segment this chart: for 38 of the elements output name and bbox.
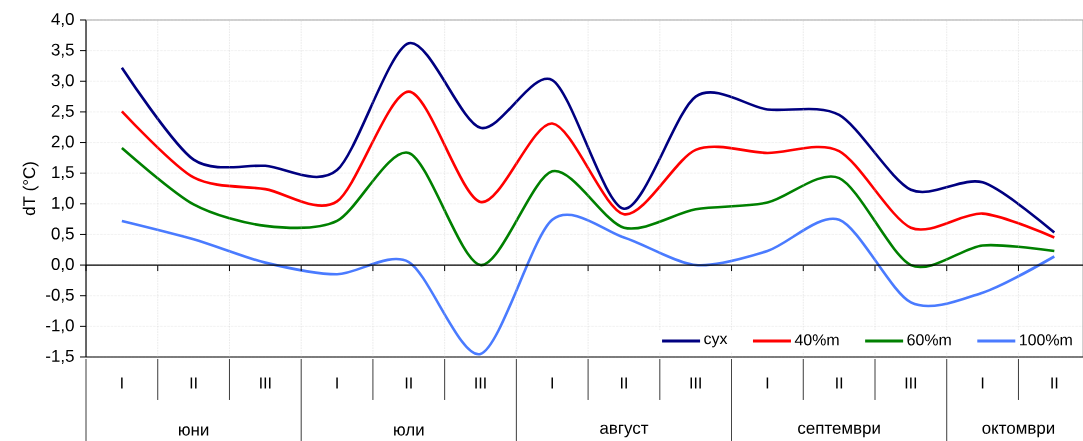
y-tick-label: 0,5 [51, 227, 74, 242]
x-tick-label: I [766, 377, 769, 389]
y-tick-label: 0,0 [51, 258, 74, 273]
x-tick-label: III [690, 377, 701, 389]
x-tick-label: I [551, 377, 553, 389]
x-tick-label: II [621, 377, 627, 389]
y-axis-title: dT (°C) [22, 162, 39, 216]
y-tick-label: 2,5 [51, 104, 74, 119]
x-tick-label: II [405, 377, 412, 389]
text: юли [394, 426, 424, 436]
x-tick-label: I [121, 377, 123, 389]
y-tick-label: 3,0 [51, 74, 74, 89]
text: октомври [982, 424, 1055, 438]
y-tick-label: 1,0 [52, 196, 74, 211]
x-tick-label: II [1051, 377, 1058, 389]
y-tick-label: -1,0 [46, 319, 74, 334]
x-tick-label: I [336, 377, 338, 389]
y-tick-label: 3,5 [51, 43, 74, 58]
text: септември [798, 424, 880, 438]
x-tick-label: III [260, 377, 271, 389]
y-tick-label: -0,5 [46, 288, 74, 303]
x-tick-label: III [905, 377, 917, 389]
text: юни [179, 426, 209, 436]
legend-label: 100%m [1020, 334, 1072, 346]
x-tick-label: II [836, 377, 843, 389]
legend-label: 40%m [794, 334, 839, 346]
legend-label: 60%m [907, 334, 951, 346]
x-tick-label: III [475, 377, 486, 389]
legend-label: сух [704, 335, 728, 348]
line-series [120, 41, 1056, 234]
y-tick-label: 1,5 [52, 166, 74, 181]
y-tick-label: 4,0 [51, 12, 74, 27]
x-tick-label: I [981, 377, 984, 389]
text: август [600, 424, 649, 438]
line-series [120, 90, 1056, 239]
y-tick-label: -1,5 [46, 350, 74, 364]
x-tick-label: II [190, 377, 197, 389]
y-tick-label: 2,0 [51, 135, 74, 150]
